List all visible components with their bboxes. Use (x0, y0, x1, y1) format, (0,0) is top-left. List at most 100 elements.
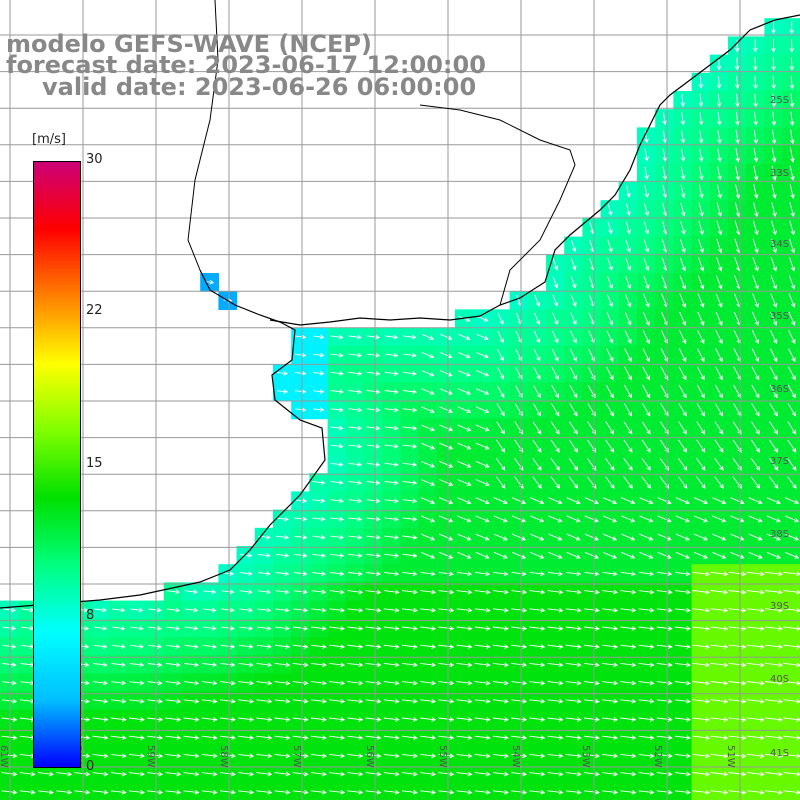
wind-arrow (384, 462, 399, 467)
wind-arrow (674, 753, 691, 759)
wind-arrow (602, 717, 619, 722)
wind-arrow (420, 662, 437, 668)
wind-arrow (607, 239, 613, 253)
wind-arrow (624, 348, 632, 363)
wind-arrow (692, 608, 711, 613)
wind-arrow (128, 735, 145, 740)
wind-arrow (783, 626, 800, 631)
wind-arrow (620, 735, 637, 740)
wind-arrow (568, 457, 579, 471)
wind-arrow (551, 366, 559, 380)
wind-arrow (639, 497, 654, 505)
wind-arrow (311, 626, 327, 631)
wind-arrow (2, 644, 17, 649)
wind-arrow (493, 571, 509, 577)
wind-arrow (784, 551, 800, 559)
wind-arrow (129, 698, 145, 704)
wind-arrow (383, 717, 400, 722)
wind-arrow (147, 735, 164, 740)
wind-arrow (530, 533, 545, 541)
colorbar (33, 161, 81, 768)
wind-arrow (511, 717, 528, 722)
wind-arrow (532, 421, 542, 435)
wind-arrow (771, 165, 777, 181)
wind-arrow (348, 480, 363, 485)
wind-arrow (384, 571, 400, 577)
wind-arrow (257, 553, 271, 558)
wind-arrow (583, 589, 600, 595)
wind-arrow (329, 680, 346, 686)
wind-arrow (330, 443, 344, 449)
wind-arrow (715, 348, 723, 363)
wind-arrow (620, 698, 637, 704)
wind-arrow (788, 256, 796, 272)
wind-arrow (183, 717, 200, 722)
wind-arrow (788, 311, 796, 326)
wind-arrow (439, 351, 453, 359)
wind-arrow (529, 717, 546, 722)
wind-arrow (638, 789, 655, 795)
wind-arrow (751, 330, 760, 345)
wind-arrow (789, 147, 795, 163)
wind-arrow (420, 533, 436, 541)
wind-arrow (787, 384, 796, 399)
wind-arrow (310, 789, 327, 795)
wind-arrow (474, 789, 491, 795)
wind-arrow (111, 644, 126, 649)
wind-arrow (312, 516, 326, 522)
wind-arrow (583, 789, 600, 795)
wind-arrow (698, 220, 704, 235)
wind-arrow (220, 626, 235, 631)
wind-arrow (166, 607, 181, 613)
wind-arrow (439, 406, 454, 414)
wind-arrow (698, 202, 704, 217)
wind-arrow (583, 626, 600, 631)
wind-arrow (330, 334, 344, 340)
wind-arrow (421, 460, 435, 468)
wind-arrow (789, 21, 794, 35)
wind-arrow (728, 589, 747, 595)
wind-arrow (656, 753, 673, 759)
wind-arrow (474, 626, 491, 631)
wind-arrow (638, 571, 655, 577)
wind-arrow (384, 389, 399, 395)
wind-arrow (238, 644, 254, 649)
wind-arrow (639, 533, 654, 541)
wind-arrow (457, 551, 472, 559)
wind-arrow (565, 753, 582, 759)
wind-arrow (753, 183, 759, 200)
wind-arrow (256, 735, 273, 740)
wind-arrow (641, 457, 651, 471)
wind-arrow (256, 771, 273, 777)
wind-arrow (565, 607, 582, 613)
map-title-model: modelo GEFS-WAVE (NCEP) (6, 30, 372, 58)
wind-arrow (674, 626, 691, 631)
wind-arrow (496, 421, 505, 435)
wind-arrow (383, 607, 400, 613)
wind-arrow (746, 753, 765, 759)
speed-cell (782, 218, 800, 238)
wind-arrow (764, 771, 783, 777)
wind-arrow (366, 443, 381, 449)
longitude-label: 58W (218, 745, 229, 768)
wind-arrow (256, 680, 273, 686)
wind-arrow (312, 534, 326, 540)
wind-arrow (679, 311, 687, 326)
wind-arrow (644, 184, 650, 199)
wind-arrow (347, 735, 364, 740)
wind-arrow (365, 662, 382, 668)
wind-arrow (184, 662, 200, 668)
wind-arrow (771, 111, 777, 126)
wind-arrow (657, 533, 672, 541)
wind-arrow (420, 607, 437, 613)
wind-arrow (605, 384, 614, 399)
wind-arrow (606, 330, 614, 344)
latitude-label: 34S (770, 239, 789, 250)
wind-arrow (680, 166, 686, 181)
wind-arrow (93, 662, 108, 668)
wind-arrow (457, 406, 472, 414)
wind-arrow (439, 370, 453, 377)
wind-arrow (697, 257, 705, 272)
wind-arrow (238, 698, 255, 704)
wind-arrow (274, 789, 291, 795)
